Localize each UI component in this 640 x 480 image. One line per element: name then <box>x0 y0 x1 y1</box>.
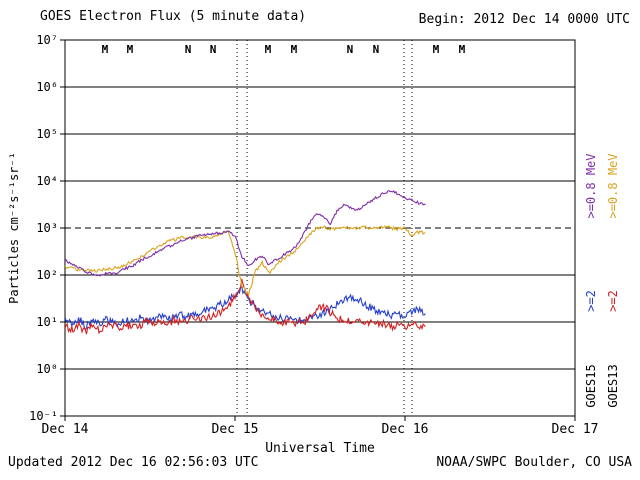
x-tick-label: Dec 15 <box>212 422 259 437</box>
legend-goes13-e2-label: >=2 <box>606 290 620 312</box>
satellite-n-marker: N <box>210 43 217 56</box>
y-axis-label: Particles cm⁻²s⁻¹sr⁻¹ <box>7 152 21 304</box>
data-source: NOAA/SWPC Boulder, CO USA <box>436 455 632 470</box>
y-tick-label: 10⁶ <box>36 80 58 94</box>
y-tick-label: 10⁵ <box>36 127 58 141</box>
satellite-m-marker: M <box>291 43 298 56</box>
x-tick-label: Dec 17 <box>552 422 599 437</box>
satellite-m-marker: M <box>102 43 109 56</box>
x-tick-label: Dec 14 <box>42 422 89 437</box>
satellite-m-marker: M <box>127 43 134 56</box>
begin-timestamp: Begin: 2012 Dec 14 0000 UTC <box>418 12 630 27</box>
x-axis-label: Universal Time <box>265 441 375 456</box>
satellite-n-marker: N <box>347 43 354 56</box>
y-tick-label: 10¹ <box>36 315 58 329</box>
x-tick-label: Dec 16 <box>382 422 429 437</box>
y-tick-label: 10² <box>36 268 58 282</box>
satellite-n-marker: N <box>373 43 380 56</box>
legend-goes13-name: GOES13 <box>606 364 620 408</box>
series-goes13-e08 <box>65 224 426 298</box>
legend-goes15-e08-label: >=0.8 MeV <box>584 153 598 219</box>
satellite-m-marker: M <box>459 43 466 56</box>
series-goes13-e2 <box>65 278 426 335</box>
series-goes15-e08 <box>65 190 426 277</box>
chart-title: GOES Electron Flux (5 minute data) <box>40 9 307 24</box>
legend-goes13-e08-label: >=0.8 MeV <box>606 153 620 219</box>
legend-goes15-e2-label: >=2 <box>584 290 598 312</box>
y-tick-label: 10⁴ <box>36 174 58 188</box>
series-goes15-e2 <box>65 285 426 331</box>
satellite-m-marker: M <box>433 43 440 56</box>
y-tick-label: 10⁰ <box>36 362 58 376</box>
y-tick-label: 10⁻¹ <box>29 409 58 423</box>
y-tick-label: 10⁷ <box>36 33 58 47</box>
satellite-n-marker: N <box>185 43 192 56</box>
y-tick-label: 10³ <box>36 221 58 235</box>
updated-timestamp: Updated 2012 Dec 16 02:56:03 UTC <box>8 455 259 470</box>
satellite-m-marker: M <box>265 43 272 56</box>
legend-goes15-name: GOES15 <box>584 364 598 408</box>
